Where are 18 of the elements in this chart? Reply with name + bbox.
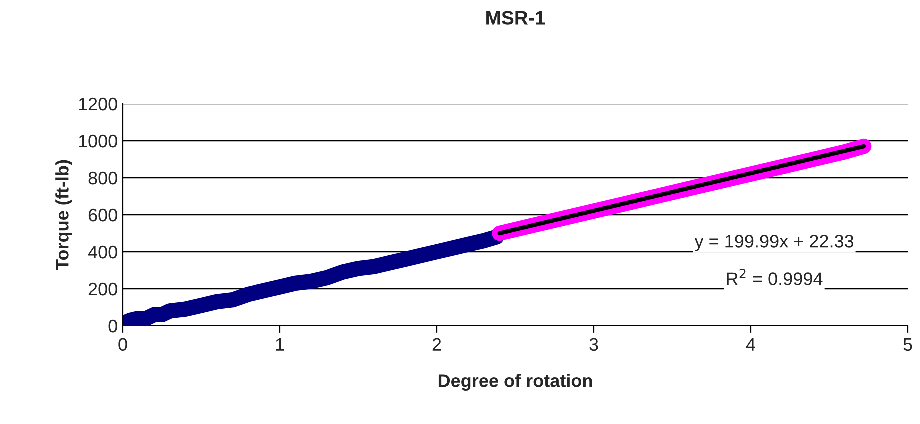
x-tick-label: 5 bbox=[904, 338, 912, 352]
chart-title: MSR-1 bbox=[486, 11, 546, 25]
y-tick-label: 800 bbox=[88, 172, 118, 185]
y-tick-label: 600 bbox=[88, 208, 118, 222]
y-tick-label: 200 bbox=[88, 282, 118, 296]
y-tick-label: 400 bbox=[88, 246, 118, 259]
y-axis-title: Torque (ft-lb) bbox=[56, 160, 72, 270]
x-tick-label: 3 bbox=[590, 338, 598, 352]
annotation: R$^{2}$ = 0.9994 bbox=[727, 268, 823, 286]
y-tick-label: 0 bbox=[108, 320, 118, 333]
x-tick-label: 4 bbox=[746, 338, 756, 351]
annotation: y = 199.99x + 22.33 bbox=[694, 235, 854, 252]
x-tick-label: 0 bbox=[118, 338, 128, 352]
y-tick-label: 1000 bbox=[79, 134, 118, 148]
x-axis-title: Degree of rotation bbox=[438, 374, 592, 391]
x-tick-label: 2 bbox=[432, 338, 442, 351]
x-tick-label: 1 bbox=[276, 338, 284, 351]
y-tick-label: 1200 bbox=[79, 98, 118, 111]
